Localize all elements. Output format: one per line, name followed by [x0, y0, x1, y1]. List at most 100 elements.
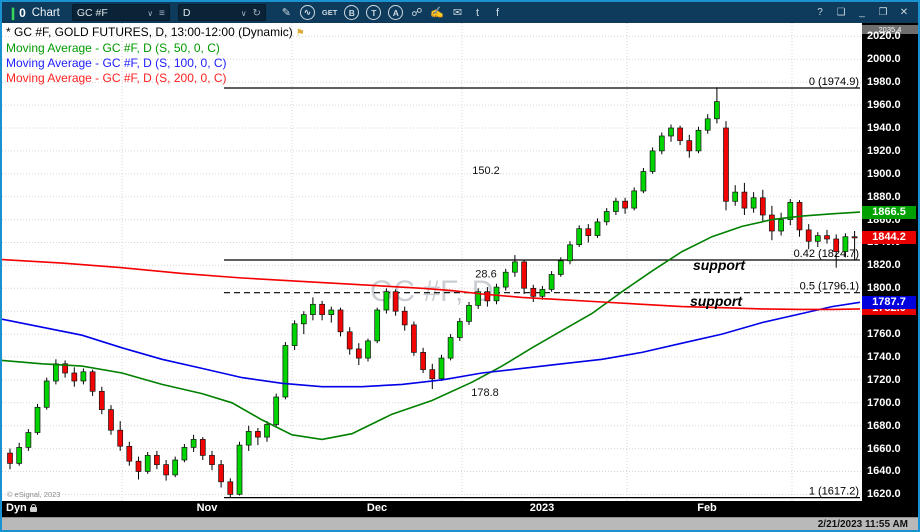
chart-legend: * GC #F, GOLD FUTURES, D, 13:00-12:00 (D… — [6, 25, 305, 86]
candle-body — [814, 235, 821, 242]
chart-plot-area[interactable]: GC #F, D 0 (1974.9) 0.42 (1824.7) 0.5 (1796… — [2, 23, 862, 501]
fib-measurement-label: 28.6 — [475, 268, 496, 280]
alert-flag-icon[interactable]: ⚑ — [295, 28, 305, 39]
candle-body — [613, 200, 619, 212]
candle-body — [677, 127, 683, 141]
price-axis[interactable]: 2035.4 1620.0 1640.0 1660.0 1680.0 1700.0 172… — [862, 23, 918, 501]
price-tick-label: 1880.0 — [867, 190, 901, 203]
notes-icon[interactable]: ✍ — [430, 7, 444, 19]
support-annotation[interactable]: support — [690, 293, 743, 309]
dyn-label: Dyn — [6, 502, 27, 514]
candle-body — [108, 409, 114, 431]
chevron-down-icon[interactable]: ∨ — [240, 8, 247, 18]
ma-line[interactable] — [2, 211, 861, 441]
dynamic-mode-toggle[interactable]: Dyn — [6, 502, 37, 514]
price-tick-label: 1940.0 — [867, 121, 901, 134]
candle-body — [264, 424, 270, 438]
sma50-price-badge: 1866.5 — [862, 205, 916, 219]
candle-body — [144, 455, 151, 472]
interval-value: D — [182, 6, 191, 19]
support-annotation[interactable]: support — [693, 257, 746, 273]
circled-b-icon[interactable]: B — [344, 5, 360, 20]
candle-body — [723, 127, 729, 202]
line-study-icon[interactable]: ∿ — [299, 5, 315, 20]
time-axis[interactable]: Dyn Nov Dec 2023 Feb — [2, 501, 918, 517]
close-button[interactable]: ✕ — [899, 7, 909, 18]
symbol-menu-icon[interactable]: ≡ — [159, 7, 165, 19]
ma-line[interactable] — [2, 301, 861, 388]
candle-body — [71, 372, 78, 382]
candle-body — [355, 348, 362, 359]
price-axis-max-label: 2035.4 — [862, 25, 918, 34]
symbol-input[interactable]: GC #F ∨ ≡ — [71, 4, 170, 21]
copyright-label: © eSignal, 2023 — [7, 490, 60, 499]
status-datetime: 2/21/2023 11:55 AM — [817, 519, 908, 530]
price-tick-label: 1760.0 — [867, 328, 901, 341]
price-tick-label: 1820.0 — [867, 259, 901, 272]
candle-body — [833, 238, 840, 252]
candle-body — [337, 309, 344, 333]
link-symbol-icon[interactable]: ☍ — [411, 7, 423, 19]
candle-body — [43, 380, 50, 408]
legend-symbol-line: * GC #F, GOLD FUTURES, D, 13:00-12:00 (D… — [6, 25, 305, 39]
candle-body — [704, 118, 711, 131]
fib-level-label: 0.5 (1796.1) — [800, 281, 859, 293]
candle-body — [750, 197, 757, 209]
candle-body — [236, 444, 243, 495]
draw-pencil-icon[interactable]: ✎ — [281, 7, 291, 19]
candle-body — [521, 261, 527, 289]
legend-sma50-line: Moving Average - GC #F, D (S, 50, 0, C) — [6, 41, 220, 55]
candle-body — [539, 289, 546, 297]
candle-body — [759, 197, 766, 216]
candle-body — [181, 447, 188, 461]
month-label: Dec — [366, 502, 388, 514]
candle-body — [80, 371, 87, 382]
get-quote-icon[interactable]: GET — [321, 8, 338, 17]
price-tick-label: 1620.0 — [867, 488, 901, 501]
candle-body — [512, 261, 518, 273]
last-price-badge: 1844.2 — [862, 231, 916, 245]
candle-body — [557, 260, 564, 275]
price-tick-label: 1920.0 — [867, 144, 901, 157]
month-label: Feb — [697, 502, 717, 514]
candle-body — [245, 431, 252, 446]
chart-watermark: GC #F, D — [370, 275, 493, 308]
dock-window-button[interactable]: ❏ — [836, 7, 846, 18]
facebook-icon[interactable]: f — [495, 6, 500, 19]
candle-body — [319, 303, 325, 315]
legend-sma200-line: Moving Average - GC #F, D (S, 200, 0, C) — [6, 71, 227, 85]
price-tick-label: 1900.0 — [867, 167, 901, 180]
candle-body — [603, 211, 610, 223]
help-button[interactable]: ? — [817, 7, 823, 18]
interval-select[interactable]: D ∨ ↻ — [177, 4, 266, 21]
twitter-icon[interactable]: t — [475, 6, 480, 19]
candle-body — [374, 309, 381, 342]
chat-icon[interactable]: ✉ — [452, 7, 463, 19]
candlestick-chart[interactable]: GC #F, D 0 (1974.9) 0.42 (1824.7) 0.5 (1796… — [2, 23, 862, 501]
candle-body — [456, 321, 463, 338]
candle-body — [199, 439, 206, 456]
candle-body — [135, 460, 142, 472]
restore-button[interactable]: ❐ — [878, 7, 888, 18]
candle-body — [714, 101, 720, 120]
candle-body — [576, 228, 583, 246]
minimize-button[interactable]: _ — [859, 7, 865, 18]
circled-a-icon[interactable]: A — [388, 5, 404, 20]
price-tick-label: 1980.0 — [867, 76, 901, 89]
candle-body — [695, 129, 702, 152]
sma100-price-badge: 1787.7 — [862, 295, 916, 309]
symbol-value: GC #F — [76, 6, 108, 19]
chevron-down-icon[interactable]: ∨ — [147, 8, 154, 18]
candle-body — [383, 291, 390, 311]
candle-body — [126, 445, 133, 462]
candle-body — [190, 439, 197, 448]
time-template-icon[interactable]: ↻ — [252, 7, 261, 19]
candle-body — [328, 309, 335, 315]
ma-line[interactable] — [2, 258, 861, 311]
window-title: Chart — [31, 6, 60, 19]
candle-body — [769, 214, 775, 232]
candle-body — [466, 305, 472, 322]
price-tick-label: 1680.0 — [867, 419, 901, 432]
circled-t-icon[interactable]: T — [366, 5, 382, 20]
